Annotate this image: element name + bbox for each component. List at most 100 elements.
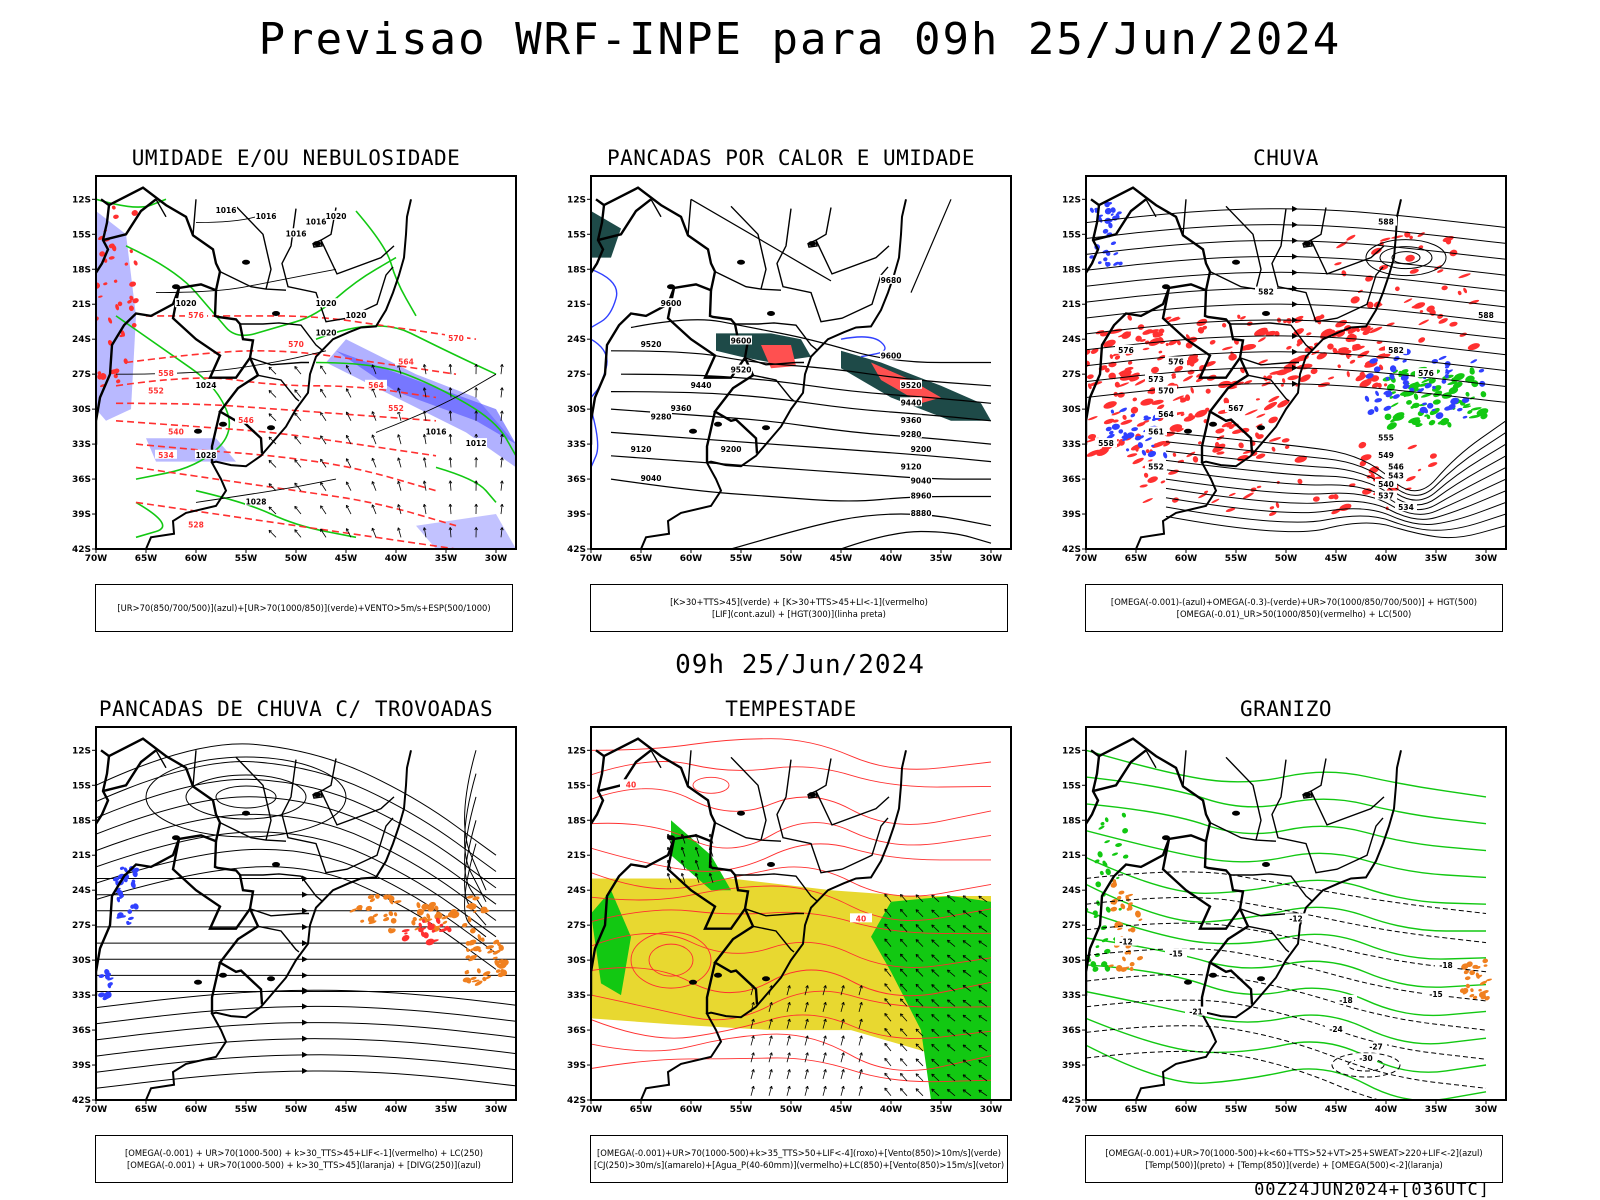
humidity-red-speck xyxy=(124,262,129,266)
wind-vector-strong-head xyxy=(962,1074,967,1078)
storm-orange-cell xyxy=(468,903,477,910)
rain-green-cell xyxy=(1447,422,1452,428)
wind-vector-strong-head xyxy=(962,1089,967,1093)
rain-green-cell xyxy=(1424,414,1429,417)
wind-vector-head xyxy=(294,505,298,510)
hgt-label: 543 xyxy=(1388,472,1404,481)
rain-green-cell xyxy=(1437,419,1448,425)
lat-tick-label: 36S xyxy=(567,1026,586,1036)
temp500-cold-core xyxy=(1331,1052,1401,1078)
label-bg xyxy=(1335,994,1357,1004)
wind-vector xyxy=(294,506,302,515)
wind-vector-head xyxy=(500,457,504,461)
rain-blue-cell xyxy=(1104,207,1112,215)
omega-orange-cell xyxy=(1478,988,1482,992)
wind-vector-strong-head xyxy=(899,1087,904,1092)
lat-tick-label: 36S xyxy=(567,475,586,485)
storm-red-cell xyxy=(435,917,441,924)
wind-vector-strong xyxy=(962,940,972,947)
state-border xyxy=(257,925,300,953)
lon-tick-label: 70W xyxy=(1075,554,1098,564)
wind-vector-head xyxy=(751,1001,755,1006)
country-border xyxy=(1086,737,1212,1001)
rain-blue-cell xyxy=(1123,432,1128,437)
main-title: Previsao WRF-INPE para 09h 25/Jun/2024 xyxy=(258,14,1342,65)
rain-red-cell xyxy=(1255,423,1263,428)
streamline-east xyxy=(464,750,487,891)
wind-vector xyxy=(786,1052,791,1063)
wind-vector-strong xyxy=(900,894,908,903)
country-border xyxy=(102,749,157,793)
storm-orange-cell xyxy=(367,894,375,899)
wind-vector xyxy=(294,389,302,398)
rain-blue-cell xyxy=(1089,207,1094,213)
isobar-label: 1016 xyxy=(306,218,327,227)
temp850-green-contour xyxy=(1086,749,1487,798)
rain-red-cell xyxy=(1437,269,1444,273)
temp850-green-speck xyxy=(1104,840,1111,844)
rain-streamline-arrowhead xyxy=(1292,364,1298,371)
rain-red-cell xyxy=(1427,462,1438,467)
wind-vector-strong-head xyxy=(899,1028,904,1032)
wind-vector-head xyxy=(320,388,324,393)
lat-tick-label: 33S xyxy=(72,991,91,1001)
label-bg xyxy=(255,210,277,220)
wind-vector xyxy=(320,365,327,375)
label-bg xyxy=(850,913,872,923)
lon-tick-label: 50W xyxy=(780,554,803,564)
wind-vector-head xyxy=(422,410,427,414)
isobar-label: 1016 xyxy=(256,212,277,221)
wind-vector xyxy=(786,1018,791,1029)
humidity-red-speck xyxy=(132,298,139,304)
geopotential-contour xyxy=(610,350,992,387)
wind-vector-strong xyxy=(962,910,972,918)
rain-blue-cell xyxy=(1121,408,1127,412)
lat-tick-label: 27S xyxy=(567,370,586,380)
wind-vector-strong-head xyxy=(884,953,888,957)
country-border xyxy=(218,908,264,1005)
wind-vector-strong xyxy=(884,968,892,977)
rain-green-cell xyxy=(1467,409,1473,414)
humidity-red-speck xyxy=(98,295,103,298)
streamline-arrowhead xyxy=(302,1051,308,1058)
temp500-dashed-contour xyxy=(1086,897,1487,944)
rain-blue-cell xyxy=(1432,385,1436,390)
rain-red-cell xyxy=(1418,337,1426,343)
geopotential-label: 8960 xyxy=(911,492,932,501)
thickness-label: 552 xyxy=(388,404,404,413)
wind-vector-strong-head xyxy=(946,1014,951,1018)
omega-orange-cell xyxy=(1472,995,1478,1000)
humidity-red-speck xyxy=(131,210,138,216)
legend-line: [CJ(250)>30m/s](amarelo)+[Agua_P(40-60mm… xyxy=(593,1160,1005,1170)
rain-red-cell xyxy=(1395,286,1400,292)
streamline xyxy=(96,761,497,872)
geopotential-label: 9040 xyxy=(641,474,662,483)
rain-red-cell xyxy=(1346,234,1356,241)
omega-orange-cell xyxy=(1115,965,1123,972)
state-border xyxy=(650,749,662,769)
wind-vector-head xyxy=(841,1001,845,1006)
wind-vector xyxy=(346,435,352,445)
rain-red-cell xyxy=(1237,314,1241,319)
rain-green-cell xyxy=(1471,380,1479,388)
rain-blue-cell xyxy=(1402,359,1407,363)
wind-vector-head xyxy=(320,458,324,463)
rain-red-cell xyxy=(1086,449,1101,457)
lake-mark xyxy=(767,862,775,868)
wind-vector xyxy=(294,366,302,375)
country-border xyxy=(705,962,717,1014)
lake-mark xyxy=(737,259,745,265)
lake-mark xyxy=(267,976,275,982)
humidity-red-speck xyxy=(116,379,121,384)
temp850-green-speck xyxy=(1104,948,1111,954)
temp850-green-speck xyxy=(1111,852,1119,856)
rain-green-cell xyxy=(1415,423,1423,427)
rain-streamline xyxy=(1086,208,1506,228)
wind-vector-head xyxy=(859,985,863,989)
omega-orange-cell xyxy=(1122,956,1126,962)
lat-tick-label: 30S xyxy=(72,405,91,415)
wind-vector xyxy=(397,411,402,421)
lake-mark xyxy=(689,979,697,985)
streamline-east xyxy=(464,843,487,938)
rain-red-cell xyxy=(1269,370,1284,375)
